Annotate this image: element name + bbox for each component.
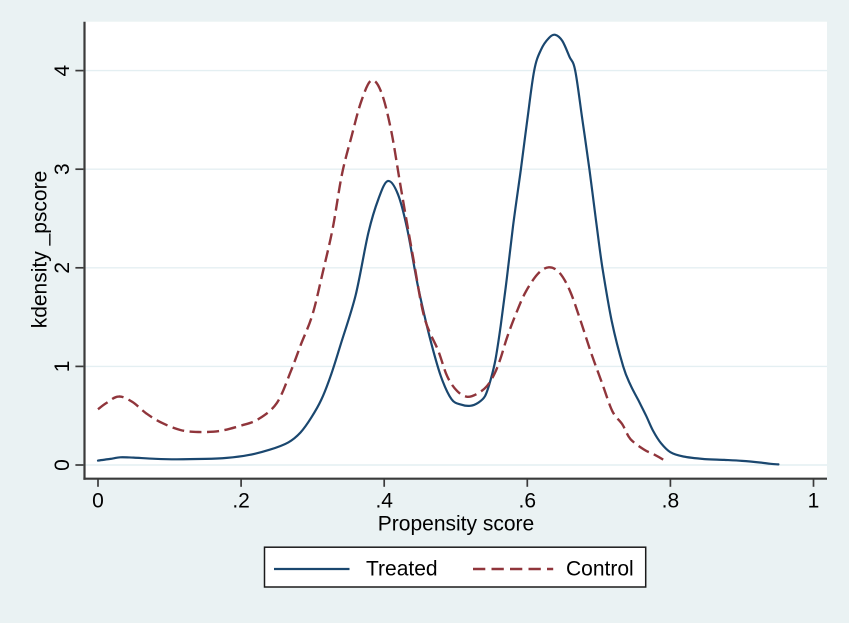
svg-text:Control: Control — [566, 558, 634, 581]
svg-text:1: 1 — [51, 361, 74, 373]
svg-text:4: 4 — [51, 64, 74, 76]
svg-text:.2: .2 — [232, 490, 250, 513]
svg-text:0: 0 — [51, 459, 74, 471]
svg-text:kdensity _pscore: kdensity _pscore — [29, 171, 52, 329]
svg-text:Propensity score: Propensity score — [378, 513, 534, 536]
svg-text:Treated: Treated — [366, 558, 438, 581]
svg-text:2: 2 — [51, 262, 74, 274]
svg-text:1: 1 — [808, 490, 820, 513]
svg-text:.6: .6 — [519, 490, 537, 513]
svg-text:0: 0 — [92, 490, 104, 513]
svg-text:.8: .8 — [662, 490, 680, 513]
svg-text:.4: .4 — [375, 490, 393, 513]
svg-text:3: 3 — [51, 163, 74, 175]
